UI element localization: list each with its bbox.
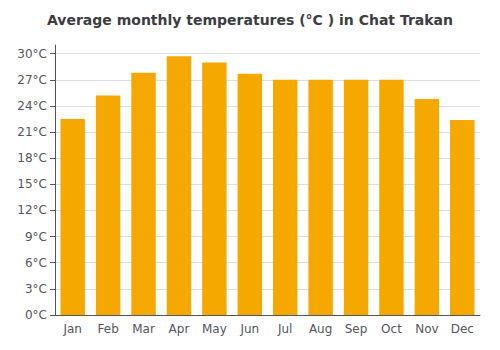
svg-text:0°C: 0°C [25,308,47,322]
svg-text:27°C: 27°C [17,73,47,87]
svg-text:Sep: Sep [345,322,368,336]
svg-text:30°C: 30°C [17,47,47,61]
svg-text:Oct: Oct [381,322,402,336]
svg-text:15°C: 15°C [17,177,47,191]
svg-text:Jun: Jun [239,322,259,336]
svg-text:12°C: 12°C [17,203,47,217]
svg-text:18°C: 18°C [17,151,47,165]
svg-text:21°C: 21°C [17,125,47,139]
svg-text:Nov: Nov [415,322,438,336]
svg-text:Jul: Jul [277,322,292,336]
svg-text:Dec: Dec [451,322,474,336]
svg-text:6°C: 6°C [25,256,47,270]
svg-text:Jan: Jan [62,322,82,336]
svg-text:Aug: Aug [309,322,332,336]
svg-text:May: May [202,322,227,336]
svg-text:24°C: 24°C [17,99,47,113]
svg-text:9°C: 9°C [25,230,47,244]
svg-text:3°C: 3°C [25,282,47,296]
svg-text:Average monthly temperatures (: Average monthly temperatures (°C ) in Ch… [47,12,453,28]
svg-text:Feb: Feb [98,322,119,336]
svg-text:Mar: Mar [132,322,155,336]
svg-text:Apr: Apr [169,322,190,336]
